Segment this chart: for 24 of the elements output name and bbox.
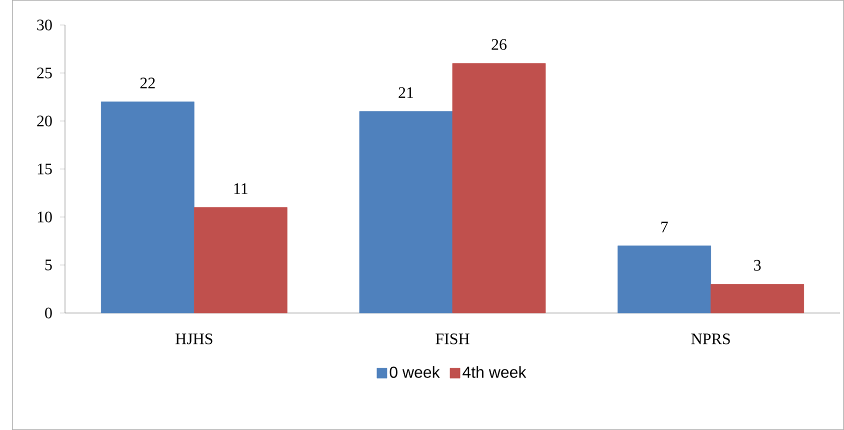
- legend-label: 0 week: [390, 366, 440, 378]
- data-label: 22: [140, 78, 155, 88]
- data-label: 7: [661, 222, 668, 232]
- bar: [710, 284, 804, 314]
- y-tick-label: 5: [45, 260, 52, 270]
- bar: [359, 111, 453, 314]
- y-tick-label: 15: [38, 164, 52, 174]
- legend-label: 4th week: [462, 366, 526, 378]
- y-tick-label: 0: [45, 308, 52, 318]
- bar: [452, 63, 546, 314]
- data-label: 3: [754, 260, 761, 271]
- y-tick-label: 25: [37, 68, 52, 78]
- data-label: 21: [398, 87, 414, 98]
- x-tick-label: NPRS: [691, 334, 730, 344]
- data-label: 26: [492, 39, 507, 50]
- x-tick-label: FISH: [436, 334, 470, 344]
- x-tick-label: HJHS: [176, 334, 212, 344]
- data-label: 11: [234, 183, 248, 194]
- y-tick-label: 30: [37, 20, 52, 30]
- bar: [194, 207, 288, 314]
- bar: [618, 246, 712, 314]
- bar: [100, 102, 194, 314]
- y-tick-label: 10: [38, 212, 52, 222]
- y-tick-label: 20: [37, 116, 52, 126]
